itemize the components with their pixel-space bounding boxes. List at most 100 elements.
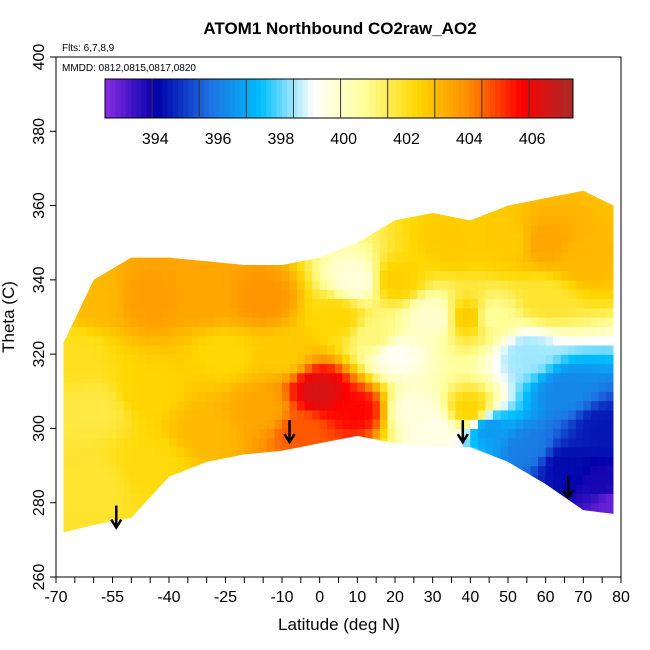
heatmap-cell (379, 190, 388, 197)
heatmap-cell (191, 400, 200, 411)
heatmap-cell (372, 363, 381, 374)
heatmap-cell (101, 391, 110, 402)
heatmap-cell (274, 252, 283, 262)
heatmap-cell (492, 298, 501, 309)
heatmap-cell (500, 502, 509, 513)
heatmap-cell (598, 205, 607, 216)
heatmap-cell (334, 382, 343, 392)
heatmap-cell (402, 205, 411, 216)
heatmap-cell (63, 419, 72, 429)
heatmap-cell (417, 354, 426, 364)
heatmap-cell (349, 261, 358, 272)
heatmap-cell (614, 484, 622, 494)
heatmap-cell (455, 400, 464, 411)
heatmap-cell (523, 474, 532, 485)
heatmap-cell (349, 224, 358, 234)
heatmap-cell (177, 178, 185, 188)
heatmap-cell (583, 190, 592, 197)
heatmap-cell (184, 456, 193, 467)
heatmap-cell (312, 298, 321, 309)
heatmap-cell (485, 196, 494, 207)
heatmap-cell (176, 363, 185, 374)
heatmap-cell (236, 242, 245, 253)
heatmap-cell (470, 261, 479, 272)
heatmap-cell (440, 530, 449, 533)
heatmap-cell (583, 409, 592, 420)
heatmap-cell (259, 521, 268, 532)
heatmap-cell (319, 289, 328, 299)
heatmap-cell (259, 437, 268, 448)
heatmap-cell (327, 419, 336, 429)
heatmap-cell (523, 344, 532, 355)
heatmap-cell (379, 400, 388, 411)
heatmap-cell (251, 270, 260, 281)
heatmap-cell (575, 279, 584, 290)
heatmap-cell (590, 428, 599, 439)
heatmap-cell (131, 233, 140, 244)
heatmap-cell (417, 326, 426, 337)
heatmap-cell (568, 326, 577, 337)
heatmap-cell (515, 261, 524, 272)
heatmap-cell (470, 354, 479, 364)
heatmap-cell (116, 409, 125, 420)
heatmap-cell (71, 270, 80, 281)
heatmap-cell (244, 521, 253, 532)
heatmap-cell (169, 447, 178, 457)
heatmap-cell (199, 261, 208, 272)
heatmap-cell (274, 382, 283, 392)
heatmap-cell (289, 205, 298, 216)
heatmap-cell (530, 447, 539, 457)
heatmap-cell (417, 242, 426, 253)
heatmap-cell (199, 530, 208, 533)
heatmap-cell (605, 400, 614, 411)
heatmap-cell (176, 474, 185, 485)
heatmap-cell (379, 196, 388, 207)
heatmap-cell (364, 344, 373, 355)
heatmap-cell (63, 233, 72, 244)
heatmap-cell (161, 447, 170, 457)
heatmap-cell (214, 419, 223, 429)
heatmap-cell (576, 178, 584, 188)
heatmap-cell (184, 270, 193, 281)
heatmap-cell (169, 190, 178, 197)
heatmap-cell (334, 307, 343, 318)
heatmap-cell (184, 493, 193, 504)
heatmap-cell (304, 214, 313, 225)
heatmap-cell (63, 437, 72, 448)
heatmap-cell (508, 447, 517, 457)
heatmap-cell (583, 456, 592, 467)
heatmap-cell (357, 530, 366, 533)
heatmap-cell (86, 289, 95, 299)
flight-arrow (110, 505, 123, 530)
heatmap-cell (410, 512, 419, 522)
heatmap-cell (274, 190, 283, 197)
heatmap-cell (523, 382, 532, 392)
heatmap-cell (244, 447, 253, 457)
heatmap-cell (387, 326, 396, 337)
heatmap-cell (138, 502, 147, 513)
heatmap-cell (63, 279, 72, 290)
heatmap-cell (440, 190, 449, 197)
heatmap-cell (63, 224, 65, 234)
heatmap-cell (590, 493, 599, 504)
heatmap-cell (63, 419, 65, 429)
heatmap-cell (289, 428, 298, 439)
heatmap-cell (244, 493, 253, 504)
heatmap-cell (425, 428, 434, 439)
heatmap-cell (342, 391, 351, 402)
heatmap-cell (319, 233, 328, 244)
heatmap-cell (131, 289, 140, 299)
heatmap-cell (538, 261, 547, 272)
heatmap-cell (63, 512, 72, 522)
heatmap-cell (455, 363, 464, 374)
heatmap-cell (395, 382, 404, 392)
heatmap-cell (266, 224, 275, 234)
heatmap-cell (395, 372, 404, 383)
colorbar-cell (448, 79, 454, 118)
heatmap-cell (553, 270, 562, 281)
heatmap-cell (244, 326, 253, 337)
heatmap-cell (530, 307, 539, 318)
heatmap-cell (86, 363, 95, 374)
heatmap-cell (334, 400, 343, 411)
heatmap-cell (266, 214, 275, 225)
